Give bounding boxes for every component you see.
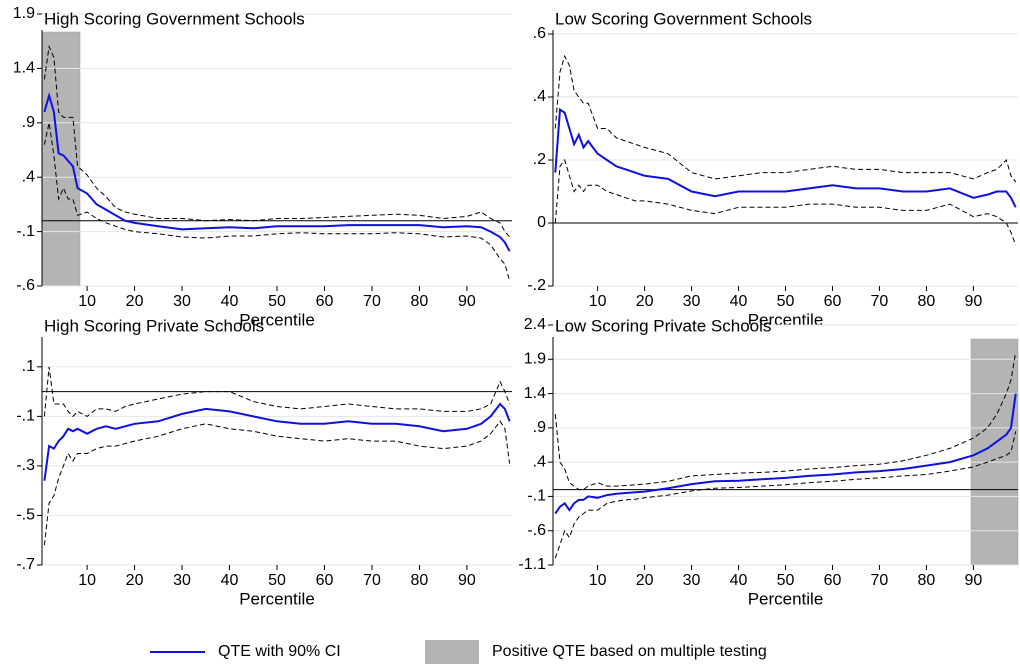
y-tick-label: 1.4	[524, 385, 546, 402]
y-tick-label: .2	[533, 151, 546, 168]
x-tick-label: 70	[363, 293, 381, 310]
x-tick-label: 90	[964, 572, 982, 589]
x-tick-label: 40	[730, 293, 748, 310]
x-tick-label: 10	[589, 293, 607, 310]
x-tick-label: 40	[730, 572, 748, 589]
x-tick-label: 50	[777, 572, 795, 589]
ci-lower	[554, 158, 1017, 246]
ci-upper	[554, 54, 1017, 183]
x-tick-label: 80	[918, 293, 936, 310]
x-tick-label: 60	[824, 293, 842, 310]
y-tick-label: 1.9	[13, 5, 35, 22]
x-axis-label: Percentile	[239, 310, 315, 329]
ci-lower	[43, 122, 511, 281]
y-tick-label: -.1	[16, 223, 35, 240]
qte-line	[554, 393, 1017, 515]
x-tick-label: 70	[363, 572, 381, 589]
y-tick-label: .4	[533, 453, 546, 470]
ci-upper	[43, 366, 511, 418]
legend-label: QTE with 90% CI	[218, 643, 341, 660]
panel-title: High Scoring Private Schools	[44, 316, 264, 335]
significance-shade	[41, 31, 81, 287]
x-tick-label: 10	[78, 572, 96, 589]
y-tick-label: 0	[537, 214, 546, 231]
x-tick-label: 20	[126, 293, 144, 310]
legend-label: Positive QTE based on multiple testing	[492, 643, 767, 660]
x-axis-label: Percentile	[239, 589, 315, 608]
x-tick-label: 20	[636, 293, 654, 310]
panel-title: Low Scoring Private Schools	[555, 316, 771, 335]
x-tick-label: 50	[777, 293, 795, 310]
x-tick-label: 40	[221, 572, 239, 589]
x-tick-label: 30	[683, 293, 701, 310]
x-tick-label: 80	[918, 572, 936, 589]
y-tick-label: .9	[22, 114, 35, 131]
x-tick-label: 60	[316, 572, 334, 589]
x-tick-label: 30	[173, 293, 191, 310]
x-tick-label: 50	[268, 572, 286, 589]
y-tick-label: 1.4	[13, 60, 35, 77]
qte-line	[43, 402, 511, 481]
panel-title: Low Scoring Government Schools	[555, 9, 812, 28]
y-tick-label: -.1	[16, 408, 35, 425]
x-tick-label: 50	[268, 293, 286, 310]
y-tick-label: .4	[533, 88, 546, 105]
x-tick-label: 10	[589, 572, 607, 589]
qte-line	[43, 92, 511, 252]
x-tick-label: 90	[964, 293, 982, 310]
x-tick-label: 20	[636, 572, 654, 589]
y-tick-label: -.7	[16, 556, 35, 573]
ci-lower	[554, 431, 1017, 559]
y-tick-label: 1.9	[524, 351, 546, 368]
x-tick-label: 60	[824, 572, 842, 589]
ci-lower	[43, 420, 511, 546]
y-tick-label: -.1	[527, 488, 546, 505]
x-tick-label: 70	[871, 293, 889, 310]
y-tick-label: -.6	[527, 522, 546, 539]
x-tick-label: 70	[871, 572, 889, 589]
x-tick-label: 80	[411, 572, 429, 589]
x-axis-label: Percentile	[748, 589, 824, 608]
y-tick-label: -.6	[16, 277, 35, 294]
y-tick-label: -.2	[527, 277, 546, 294]
qte-line	[554, 107, 1017, 208]
y-tick-label: .6	[533, 25, 546, 42]
x-tick-label: 90	[458, 572, 476, 589]
x-tick-label: 80	[411, 293, 429, 310]
ci-upper	[554, 352, 1017, 491]
y-tick-label: -.3	[16, 457, 35, 474]
y-tick-label: -1.1	[518, 556, 546, 573]
y-tick-label: .1	[22, 358, 35, 375]
panel-title: High Scoring Government Schools	[44, 9, 305, 28]
y-tick-label: .4	[22, 168, 35, 185]
ci-upper	[43, 44, 510, 238]
y-tick-label: .9	[533, 419, 546, 436]
x-tick-label: 30	[173, 572, 191, 589]
y-tick-label: 2.4	[524, 316, 546, 333]
y-tick-label: -.5	[16, 507, 35, 524]
x-tick-label: 40	[221, 293, 239, 310]
x-tick-label: 30	[683, 572, 701, 589]
x-tick-label: 60	[316, 293, 334, 310]
legend-shade	[425, 640, 479, 664]
x-tick-label: 20	[126, 572, 144, 589]
x-tick-label: 10	[78, 293, 96, 310]
x-tick-label: 90	[458, 293, 476, 310]
